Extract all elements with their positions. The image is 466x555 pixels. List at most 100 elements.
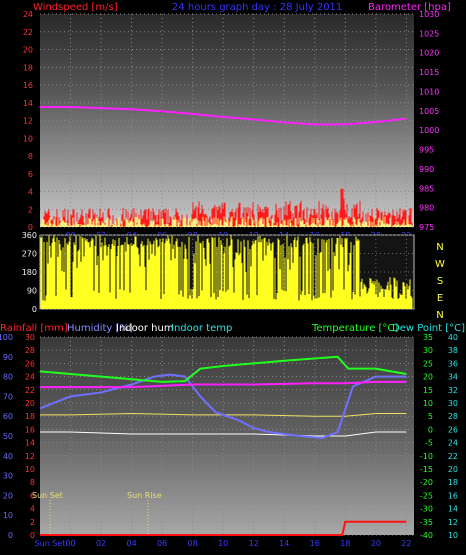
- dewpoint-tick: 36: [448, 359, 458, 368]
- indoor-temp-label: Indoor temp: [171, 323, 232, 334]
- barometer-tick: 1030: [419, 10, 439, 19]
- time-tick: 20: [371, 539, 381, 548]
- dewpoint-axis-label: Dew Point [°C]: [392, 323, 465, 334]
- temperature-tick: -30: [420, 505, 433, 514]
- barometer-tick: 1015: [419, 68, 439, 77]
- temp-hum-lines: [39, 355, 407, 536]
- rainfall-tick: 2: [30, 518, 35, 527]
- windspeed-tick: 18: [23, 63, 33, 72]
- time-tick: Sun Set: [35, 539, 66, 548]
- rainfall-tick: 8: [30, 478, 35, 487]
- rainfall-tick: 12: [25, 452, 35, 461]
- temperature-tick: 10: [423, 399, 433, 408]
- humidity-tick: 70: [3, 392, 13, 401]
- temperature-tick: -5: [425, 439, 433, 448]
- barometer-tick: 1005: [419, 107, 439, 116]
- dewpoint-tick: 40: [448, 333, 458, 342]
- sun-rise-annotation: Sun Rise: [127, 491, 162, 500]
- rainfall-tick: 20: [25, 399, 35, 408]
- dewpoint-tick: 24: [448, 439, 458, 448]
- humidity-axis-label: Humidity [%]: [67, 323, 133, 334]
- rainfall-tick: 0: [30, 531, 35, 540]
- indoor-hum-label: Indoor hum: [116, 323, 174, 334]
- direction-tick: 0: [32, 305, 37, 314]
- time-tick: 04: [126, 539, 136, 548]
- temp-hum-ticks: 1009080706050403020100302826242220181614…: [0, 333, 458, 548]
- dewpoint-tick: 22: [448, 452, 458, 461]
- temperature-line: [40, 380, 407, 389]
- dewpoint-tick: 26: [448, 425, 458, 434]
- compass-letter: N: [436, 242, 443, 253]
- time-tick: 18: [340, 539, 350, 548]
- humidity-tick: 40: [3, 452, 13, 461]
- temperature-axis-label: Temperature [°C]: [311, 323, 398, 334]
- dewpoint-tick: 18: [448, 478, 458, 487]
- wind-direction-bars: [40, 235, 413, 309]
- windspeed-tick: 14: [23, 99, 33, 108]
- time-tick: 08: [188, 539, 198, 548]
- humidity-tick: 60: [3, 412, 13, 421]
- humidity-tick: 20: [3, 491, 13, 500]
- rainfall-tick: 24: [25, 373, 35, 382]
- barometer-layer: [40, 105, 407, 126]
- barometer-line: [40, 105, 407, 126]
- barometer-tick: 1000: [419, 126, 439, 135]
- temperature-tick: -10: [420, 452, 433, 461]
- barometer-tick: 980: [419, 204, 434, 213]
- barometer-tick: 995: [419, 146, 434, 155]
- time-tick: 22: [401, 539, 411, 548]
- windspeed-tick: 16: [23, 81, 33, 90]
- windspeed-tick: 2: [28, 205, 33, 214]
- humidity-tick: 10: [3, 511, 13, 520]
- direction-tick: 180: [22, 268, 37, 277]
- temperature-tick: 30: [423, 346, 433, 355]
- humidity-line: [39, 373, 407, 439]
- dewpoint-tick: 20: [448, 465, 458, 474]
- time-tick: 00: [65, 539, 75, 548]
- dewpoint-tick: 12: [448, 518, 458, 527]
- rainfall-tick: 6: [30, 491, 35, 500]
- barometer-tick: 975: [419, 223, 434, 232]
- rainfall-tick: 4: [30, 505, 35, 514]
- time-tick: 06: [157, 539, 167, 548]
- windspeed-tick: 0: [28, 223, 33, 232]
- temperature-tick: 20: [423, 373, 433, 382]
- direction-tick: 270: [22, 250, 37, 259]
- temperature-tick: -15: [420, 465, 433, 474]
- humidity-tick: 0: [8, 531, 13, 540]
- rainfall-tick: 22: [25, 386, 35, 395]
- temperature-tick: 35: [423, 333, 433, 342]
- indoor-temp-green-line: [39, 355, 407, 383]
- windspeed-tick: 10: [23, 134, 33, 143]
- humidity-tick: 30: [3, 472, 13, 481]
- compass-letter: N: [436, 310, 443, 321]
- dewpoint-tick: 34: [448, 373, 458, 382]
- compass-letter: W: [435, 259, 445, 270]
- dewpoint-tick: 14: [448, 505, 458, 514]
- dewpoint-tick: 10: [448, 531, 458, 540]
- barometer-tick: 990: [419, 165, 434, 174]
- time-tick: 12: [249, 539, 259, 548]
- indoor-hum-line: [40, 431, 407, 437]
- barometer-tick: 1020: [419, 49, 439, 58]
- dewpoint-tick: 16: [448, 491, 458, 500]
- windspeed-tick: 24: [23, 10, 33, 19]
- rainfall-tick: 28: [25, 346, 35, 355]
- windspeed-tick: 12: [23, 117, 33, 126]
- chart-date-title: 24 hours graph day : 28 July 2011: [172, 2, 342, 13]
- humidity-tick: 80: [3, 373, 13, 382]
- windspeed-tick: 22: [23, 28, 33, 37]
- temperature-tick: -25: [420, 491, 433, 500]
- dewpoint-tick: 30: [448, 399, 458, 408]
- temp-hum-plot-area: [40, 337, 414, 535]
- compass-letter: S: [437, 276, 443, 287]
- wind-baro-plot-area: [40, 14, 414, 227]
- rainfall-tick: 30: [25, 333, 35, 342]
- barometer-tick: 1010: [419, 87, 439, 96]
- temperature-tick: 25: [423, 359, 433, 368]
- temperature-tick: -35: [420, 518, 433, 527]
- temperature-tick: -20: [420, 478, 433, 487]
- humidity-tick: 90: [3, 353, 13, 362]
- humidity-tick: 100: [0, 333, 13, 342]
